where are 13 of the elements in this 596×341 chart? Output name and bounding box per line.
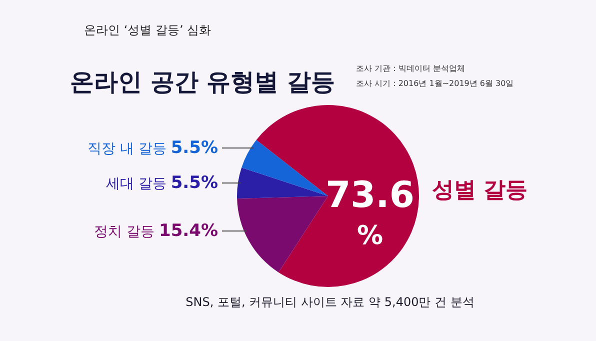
chart-subtitle: 온라인 ‘성별 갈등’ 심화 — [84, 23, 212, 37]
data-label: 15.4% — [159, 221, 218, 241]
data-label: 5.5% — [170, 173, 218, 193]
data-label: 5.5% — [170, 138, 218, 158]
data-label: 73.6% — [326, 175, 414, 251]
slice-label: 정치 갈등 — [94, 224, 160, 240]
slice-label: 세대 갈등 — [106, 176, 171, 192]
text: SNS, 포털, 커뮤니티 사이트 자료 약 5,400만 건 분석 — [186, 295, 474, 309]
chart-title: 온라인 공간 유형별 갈등 — [70, 68, 336, 96]
annotation: 조사 시기 : 2016년 1월~2019년 6월 30일 — [356, 79, 514, 88]
slice-label: 성별 갈등 — [432, 178, 528, 203]
annotation: 조사 기관 : 빅데이터 분석업체 — [356, 64, 465, 73]
slice-label: 직장 내 갈등 — [87, 141, 171, 157]
